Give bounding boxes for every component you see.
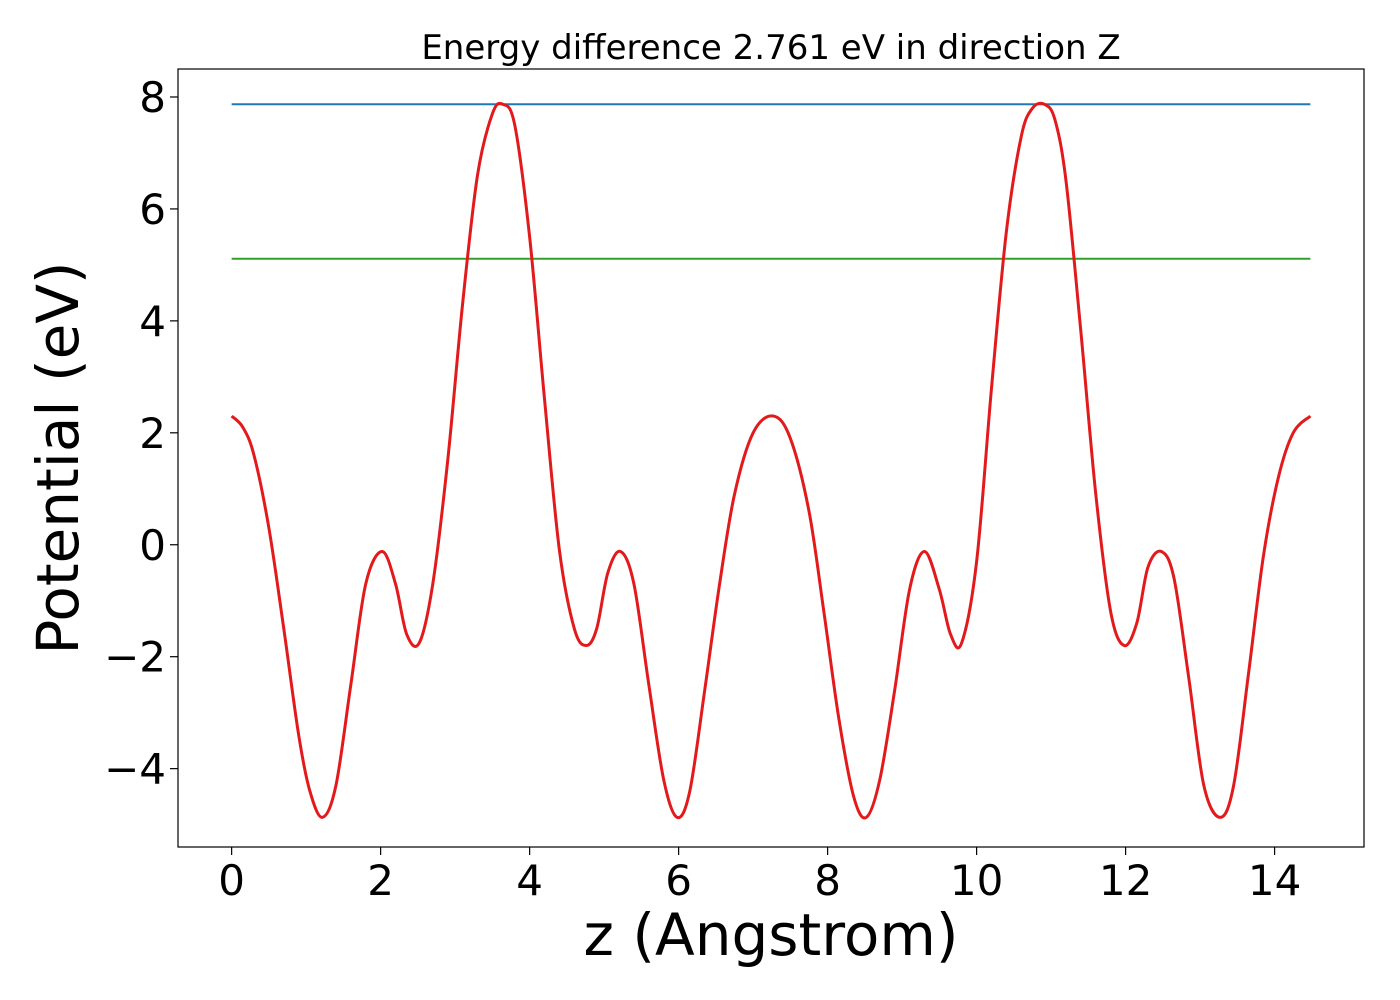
y-tick-label: −2	[104, 633, 166, 682]
x-tick-label: 8	[814, 856, 841, 905]
y-tick-label: 8	[139, 73, 166, 122]
y-axis-ticks: −4 −2 0 2 4 6 8	[104, 73, 178, 794]
x-tick-label: 0	[218, 856, 245, 905]
y-tick-label: 4	[139, 297, 166, 346]
x-axis-label: z (Angstrom)	[584, 901, 959, 969]
y-tick-label: 0	[139, 521, 166, 570]
x-axis-ticks: 0 2 4 6 8 10 12 14	[218, 847, 1301, 905]
y-tick-label: 6	[139, 185, 166, 234]
potential-curve	[230, 101, 1312, 820]
plot-area	[177, 68, 1365, 848]
x-tick-label: 4	[516, 856, 543, 905]
y-tick-label: 2	[139, 409, 166, 458]
x-tick-label: 12	[1099, 856, 1152, 905]
y-tick-label: −4	[104, 745, 166, 794]
x-tick-label: 10	[950, 856, 1003, 905]
x-tick-label: 14	[1248, 856, 1301, 905]
chart-title: Energy difference 2.761 eV in direction …	[421, 28, 1120, 68]
axes-frame	[177, 68, 1365, 848]
x-tick-label: 2	[367, 856, 394, 905]
y-axis-label: Potential (eV)	[24, 261, 92, 654]
x-tick-label: 6	[665, 856, 692, 905]
